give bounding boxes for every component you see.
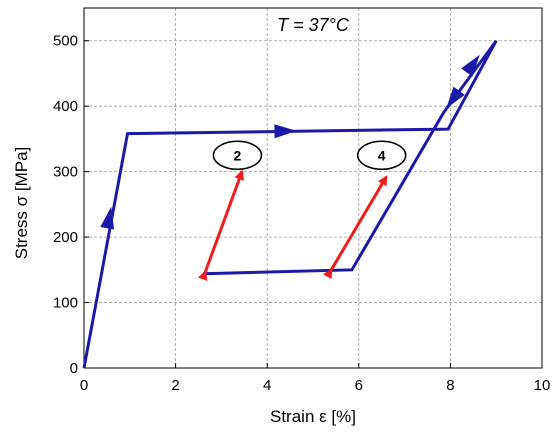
x-tick-label: 10 — [534, 377, 551, 394]
y-tick-label: 100 — [53, 295, 78, 312]
annotation-arrow-2 — [205, 172, 242, 272]
y-tick-label: 500 — [53, 33, 78, 50]
annotation-label-4: 4 — [378, 147, 386, 163]
x-tick-label: 0 — [80, 377, 88, 394]
y-axis-label: Stress σ [MPa] — [12, 147, 31, 260]
direction-arrow — [274, 124, 296, 138]
chart-title: T = 37°C — [277, 15, 350, 35]
stress-strain-curve — [84, 41, 496, 368]
y-tick-label: 200 — [53, 229, 78, 246]
x-tick-label: 6 — [355, 377, 363, 394]
annotation-label-2: 2 — [234, 147, 242, 163]
x-tick-label: 4 — [263, 377, 271, 394]
x-axis-label: Strain ε [%] — [270, 407, 356, 426]
x-tick-label: 8 — [446, 377, 454, 394]
y-tick-label: 400 — [53, 98, 78, 115]
y-tick-label: 300 — [53, 164, 78, 181]
y-tick-label: 0 — [70, 360, 78, 377]
curve — [84, 41, 496, 368]
x-tick-label: 2 — [171, 377, 179, 394]
